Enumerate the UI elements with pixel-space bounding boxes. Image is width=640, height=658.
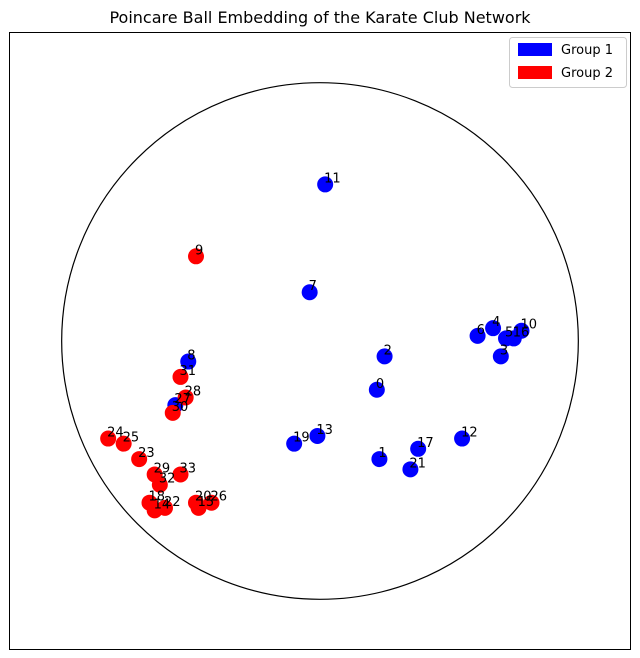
point-node-12	[454, 430, 471, 447]
point-label-2: 2	[384, 343, 392, 358]
point-node-22	[157, 499, 173, 516]
point-node-23	[131, 451, 148, 468]
point-label-15: 15	[198, 495, 215, 510]
point-node-1	[371, 451, 388, 468]
points-layer	[100, 176, 530, 519]
point-node-17	[410, 440, 427, 457]
point-label-13: 13	[316, 423, 333, 438]
point-label-29: 29	[154, 461, 171, 476]
point-label-17: 17	[417, 436, 434, 451]
point-label-20: 20	[195, 490, 212, 505]
point-label-14: 14	[154, 497, 171, 512]
point-node-0	[368, 381, 385, 398]
point-label-31: 31	[180, 364, 197, 379]
point-label-6: 6	[477, 323, 485, 338]
point-node-13	[309, 427, 326, 444]
point-node-9	[188, 248, 204, 265]
legend-swatch-group-2	[518, 66, 552, 79]
point-node-8	[180, 353, 197, 370]
point-node-24	[100, 430, 117, 447]
point-label-10: 10	[521, 318, 538, 333]
point-label-12: 12	[461, 426, 478, 441]
point-node-21	[402, 461, 419, 478]
point-node-16	[505, 330, 522, 347]
chart-title: Poincare Ball Embedding of the Karate Cl…	[109, 8, 531, 27]
point-label-0: 0	[376, 377, 384, 392]
point-node-4	[485, 320, 502, 337]
point-label-32: 32	[159, 472, 176, 487]
point-node-26	[203, 494, 220, 511]
legend-swatch-group-1	[518, 43, 552, 56]
point-label-3: 3	[500, 343, 508, 358]
point-node-28	[177, 389, 194, 406]
point-label-26: 26	[211, 490, 228, 505]
point-label-23: 23	[138, 446, 155, 461]
point-label-24: 24	[107, 426, 124, 441]
legend-label-group-2: Group 2	[561, 66, 613, 81]
point-node-25	[115, 435, 132, 452]
point-node-30	[164, 404, 181, 421]
point-node-33	[172, 466, 189, 483]
point-label-8: 8	[187, 349, 195, 364]
plot-frame	[9, 32, 631, 650]
point-label-21: 21	[409, 456, 426, 471]
point-node-11	[317, 176, 334, 193]
point-node-2	[376, 348, 393, 365]
point-node-32	[151, 476, 168, 493]
point-label-22: 22	[164, 495, 181, 510]
point-label-19: 19	[293, 431, 310, 446]
point-label-9: 9	[195, 243, 203, 258]
point-node-18	[141, 494, 158, 511]
point-node-3	[492, 348, 509, 365]
point-label-7: 7	[309, 279, 317, 294]
point-node-7	[301, 284, 318, 301]
point-label-30: 30	[172, 400, 189, 415]
point-label-27: 27	[174, 392, 191, 407]
point-node-19	[286, 435, 303, 452]
legend-label-group-1: Group 1	[561, 43, 613, 58]
point-node-31	[172, 368, 189, 385]
point-label-28: 28	[185, 384, 202, 399]
poincare-ball-boundary	[61, 82, 579, 600]
point-label-18: 18	[149, 490, 166, 505]
point-label-11: 11	[324, 171, 341, 186]
point-label-25: 25	[123, 431, 140, 446]
point-label-4: 4	[492, 315, 500, 330]
point-label-5: 5	[505, 325, 513, 340]
point-label-33: 33	[180, 461, 197, 476]
legend: Group 1 Group 2	[509, 37, 627, 88]
point-node-20	[188, 494, 204, 511]
point-label-1: 1	[378, 446, 386, 461]
point-label-16: 16	[513, 325, 530, 340]
point-node-6	[469, 327, 486, 344]
